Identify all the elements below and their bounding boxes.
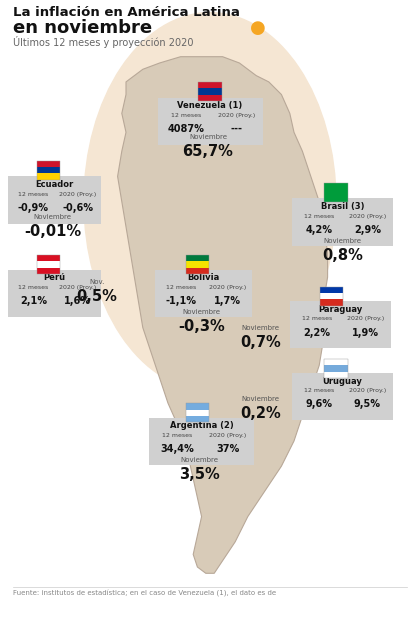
Text: 2020 (Proy.): 2020 (Proy.): [218, 113, 255, 118]
Text: 9,5%: 9,5%: [354, 399, 381, 410]
Text: 0,2%: 0,2%: [240, 406, 281, 421]
Text: 0,8%: 0,8%: [322, 248, 363, 263]
Text: -0,3%: -0,3%: [178, 319, 225, 334]
FancyBboxPatch shape: [186, 255, 209, 261]
Text: 3,5%: 3,5%: [179, 467, 220, 483]
Text: 12 meses: 12 meses: [304, 388, 334, 393]
FancyBboxPatch shape: [199, 88, 222, 94]
Text: 2020 (Proy.): 2020 (Proy.): [59, 285, 96, 290]
Text: 2020 (Proy.): 2020 (Proy.): [209, 285, 247, 290]
Text: 2020 (Proy.): 2020 (Proy.): [209, 433, 247, 438]
Text: 4,2%: 4,2%: [306, 225, 333, 235]
FancyBboxPatch shape: [186, 403, 209, 410]
FancyBboxPatch shape: [186, 416, 209, 422]
Text: 2020 (Proy.): 2020 (Proy.): [349, 388, 386, 393]
FancyBboxPatch shape: [37, 261, 60, 268]
Text: Uruguay: Uruguay: [323, 377, 362, 386]
Text: 2020 (Proy.): 2020 (Proy.): [59, 192, 96, 197]
Text: 12 meses: 12 meses: [18, 192, 48, 197]
Text: 12 meses: 12 meses: [171, 113, 201, 118]
Text: 1,7%: 1,7%: [214, 296, 242, 306]
Text: Fuente: institutos de estadística; en el caso de Venezuela (1), el dato es de: Fuente: institutos de estadística; en el…: [13, 590, 276, 597]
Text: Noviembre: Noviembre: [241, 396, 279, 402]
FancyBboxPatch shape: [325, 372, 348, 378]
Text: Noviembre: Noviembre: [189, 134, 227, 140]
Text: 12 meses: 12 meses: [304, 214, 334, 219]
Text: Perú: Perú: [44, 273, 66, 282]
FancyBboxPatch shape: [37, 255, 60, 261]
FancyBboxPatch shape: [325, 365, 348, 372]
Text: -0,9%: -0,9%: [18, 203, 49, 213]
Text: 2020 (Proy.): 2020 (Proy.): [349, 214, 386, 219]
Text: -1,1%: -1,1%: [166, 296, 197, 306]
FancyBboxPatch shape: [199, 94, 222, 101]
Text: Noviembre: Noviembre: [323, 238, 361, 244]
Text: 9,6%: 9,6%: [306, 399, 333, 410]
FancyBboxPatch shape: [292, 373, 393, 420]
Text: 1,6%: 1,6%: [64, 296, 91, 306]
FancyBboxPatch shape: [8, 270, 101, 317]
Text: 12 meses: 12 meses: [302, 316, 332, 321]
FancyBboxPatch shape: [320, 299, 344, 306]
Text: 65,7%: 65,7%: [182, 144, 234, 159]
Text: Noviembre: Noviembre: [34, 214, 71, 220]
Text: en noviembre: en noviembre: [13, 19, 152, 37]
FancyBboxPatch shape: [186, 268, 209, 274]
Text: Bolivia: Bolivia: [188, 273, 220, 282]
Text: ---: ---: [230, 124, 242, 134]
Text: ●: ●: [250, 19, 265, 37]
FancyBboxPatch shape: [186, 410, 209, 416]
Circle shape: [84, 13, 336, 391]
Text: La inflación en América Latina: La inflación en América Latina: [13, 6, 239, 20]
Text: 2,1%: 2,1%: [20, 296, 47, 306]
Text: Noviembre: Noviembre: [183, 309, 220, 315]
Text: Noviembre: Noviembre: [241, 325, 279, 331]
Text: Nov.: Nov.: [89, 279, 104, 285]
FancyBboxPatch shape: [320, 287, 344, 293]
Text: 2,2%: 2,2%: [304, 328, 331, 338]
FancyBboxPatch shape: [292, 198, 393, 246]
Text: 12 meses: 12 meses: [18, 285, 48, 290]
FancyBboxPatch shape: [37, 167, 60, 173]
Text: Venezuela (1): Venezuela (1): [177, 101, 243, 110]
Text: 37%: 37%: [216, 444, 239, 454]
FancyBboxPatch shape: [186, 261, 209, 268]
Text: Argentina (2): Argentina (2): [170, 421, 234, 430]
FancyBboxPatch shape: [8, 176, 101, 224]
FancyBboxPatch shape: [199, 82, 222, 88]
Text: 4087%: 4087%: [168, 124, 204, 134]
Text: 0,5%: 0,5%: [76, 289, 117, 304]
FancyBboxPatch shape: [155, 270, 252, 317]
Text: 2,9%: 2,9%: [354, 225, 381, 235]
FancyBboxPatch shape: [158, 98, 262, 145]
Text: Noviembre: Noviembre: [181, 457, 218, 464]
Text: Ecuador: Ecuador: [35, 180, 74, 189]
FancyBboxPatch shape: [325, 359, 348, 365]
Text: Paraguay: Paraguay: [318, 305, 362, 314]
FancyBboxPatch shape: [37, 268, 60, 274]
Text: Últimos 12 meses y proyección 2020: Últimos 12 meses y proyección 2020: [13, 36, 193, 48]
FancyBboxPatch shape: [325, 183, 348, 202]
Text: 2020 (Proy.): 2020 (Proy.): [347, 316, 384, 321]
FancyBboxPatch shape: [37, 161, 60, 167]
Text: 34,4%: 34,4%: [160, 444, 194, 454]
Text: -0,6%: -0,6%: [62, 203, 93, 213]
Text: Brasil (3): Brasil (3): [320, 202, 364, 211]
Text: 1,9%: 1,9%: [352, 328, 379, 338]
Text: 0,7%: 0,7%: [240, 335, 281, 350]
Polygon shape: [118, 57, 328, 573]
FancyBboxPatch shape: [37, 173, 60, 180]
FancyBboxPatch shape: [320, 293, 344, 299]
Text: -0,01%: -0,01%: [24, 224, 81, 239]
FancyBboxPatch shape: [290, 301, 391, 348]
Text: 12 meses: 12 meses: [162, 433, 193, 438]
Text: 12 meses: 12 meses: [166, 285, 197, 290]
FancyBboxPatch shape: [149, 418, 254, 465]
